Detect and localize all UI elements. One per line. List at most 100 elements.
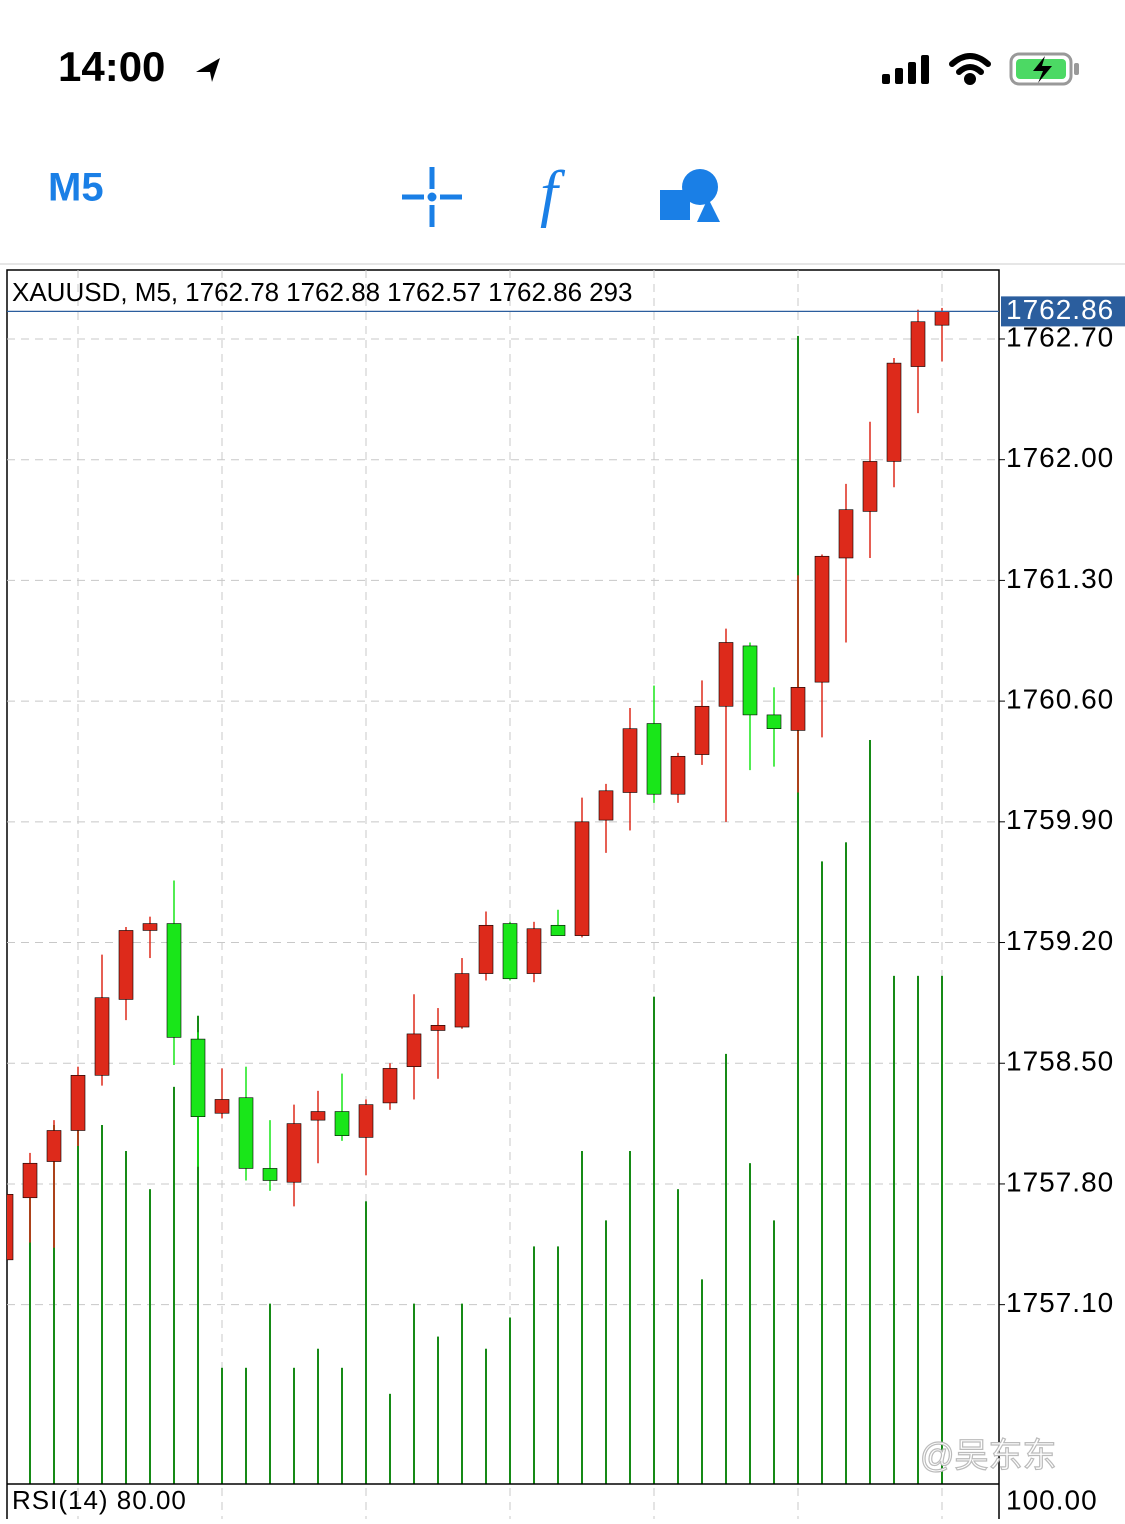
- volume-bar: [173, 1086, 175, 1484]
- volume-bar: [317, 1348, 319, 1484]
- volume-bar: [773, 1220, 775, 1484]
- indicators-button[interactable]: f: [540, 158, 566, 229]
- candle-body: [118, 930, 134, 1000]
- candle-body: [406, 1033, 422, 1067]
- candle-body: [214, 1099, 230, 1114]
- volume-bar: [437, 1336, 439, 1484]
- volume-bar: [677, 1189, 679, 1484]
- candle-body: [886, 362, 902, 462]
- volume-bar: [245, 1367, 247, 1484]
- volume-bar: [293, 1367, 295, 1484]
- candle-body: [622, 728, 638, 793]
- location-icon: [196, 58, 220, 82]
- chart-frame: [6, 269, 1000, 1524]
- volume-bar: [149, 1189, 151, 1484]
- candle-body: [262, 1168, 278, 1181]
- candle-body: [382, 1068, 398, 1104]
- candle-body: [598, 790, 614, 821]
- candle-body: [286, 1123, 302, 1183]
- crosshair-button[interactable]: [402, 167, 462, 227]
- wifi-icon: [949, 53, 991, 85]
- y-tick-label: 1762.00: [1006, 442, 1114, 473]
- volume-bar: [941, 975, 943, 1484]
- volume-bar: [749, 1163, 751, 1484]
- candle-body: [526, 928, 542, 974]
- volume-bar: [821, 861, 823, 1484]
- indicator-scale-label: 100.00: [1006, 1484, 1098, 1515]
- volume-bar: [365, 1201, 367, 1484]
- candle-body: [22, 1162, 38, 1199]
- volume-bar: [917, 975, 919, 1484]
- volume-bar: [629, 1151, 631, 1484]
- volume-bar: [269, 1303, 271, 1484]
- candle-body: [46, 1130, 62, 1162]
- volume-bar: [869, 739, 871, 1484]
- volume-bar: [725, 1053, 727, 1484]
- volume-bar: [341, 1367, 343, 1484]
- current-price-box: [1001, 296, 1125, 327]
- volume-bar: [533, 1246, 535, 1484]
- volume-bar: [101, 1125, 103, 1484]
- y-tick-label: 1757.10: [1006, 1287, 1114, 1318]
- header-volume: 293: [589, 277, 632, 307]
- candle-body: [862, 461, 878, 512]
- current-price-label: 1762.86: [1006, 294, 1114, 325]
- candle-body: [430, 1025, 446, 1031]
- volume-bar: [893, 975, 895, 1484]
- volume-bar: [53, 1125, 55, 1484]
- candle-body: [838, 509, 854, 559]
- candle-body: [910, 321, 926, 367]
- volume-bar: [125, 1151, 127, 1484]
- candle-body: [454, 973, 470, 1028]
- timeframe-button[interactable]: M5: [48, 166, 104, 210]
- volume-bar: [413, 1303, 415, 1484]
- candle-body: [766, 714, 782, 729]
- y-tick-label: 1758.50: [1006, 1046, 1114, 1077]
- status-time: 14:00: [58, 43, 165, 90]
- candle-body: [94, 997, 110, 1076]
- candle-body: [550, 924, 566, 936]
- volume-bar: [701, 1279, 703, 1484]
- y-tick-label: 1761.30: [1006, 563, 1114, 594]
- header-high: 1762.88: [286, 277, 380, 307]
- candle-body: [478, 924, 494, 974]
- candle-body: [790, 687, 806, 731]
- volume-bar: [461, 1303, 463, 1484]
- volume-bar: [605, 1220, 607, 1484]
- indicator-label: RSI(14) 80.00: [12, 1485, 187, 1515]
- signal-icon: [882, 55, 929, 84]
- volume-bar: [653, 996, 655, 1484]
- candle-body: [190, 1038, 206, 1117]
- y-tick-label: 1760.60: [1006, 683, 1114, 714]
- volume-bar: [29, 1170, 31, 1484]
- candle-body: [646, 723, 662, 795]
- battery-icon: [1009, 52, 1079, 86]
- header-close: 1762.86: [488, 277, 582, 307]
- candle-body: [334, 1111, 350, 1136]
- candle-body: [742, 645, 758, 716]
- candle-body: [694, 705, 710, 755]
- candle-body: [502, 923, 518, 980]
- volume-bar: [845, 842, 847, 1484]
- candle-body: [238, 1097, 254, 1169]
- objects-button[interactable]: [660, 169, 720, 222]
- candle-body: [310, 1111, 326, 1121]
- header-low: 1762.57: [387, 277, 481, 307]
- candle-body: [358, 1104, 374, 1138]
- y-tick-label: 1759.90: [1006, 804, 1114, 835]
- chart-header: XAUUSD, M5, 1762.78 1762.88 1762.57 1762.86 2…: [12, 277, 632, 307]
- candle-body: [7, 1193, 14, 1261]
- volume-bar: [557, 1246, 559, 1484]
- symbol: XAUUSD, M5,: [12, 277, 178, 307]
- volume-bar: [581, 1151, 583, 1484]
- candle-body: [70, 1075, 86, 1131]
- volume-bar: [77, 1111, 79, 1484]
- plot: [7, 270, 999, 1519]
- volume-bar: [485, 1348, 487, 1484]
- volume-bar: [221, 1367, 223, 1484]
- candle-body: [166, 923, 182, 1038]
- volume-bar: [797, 335, 799, 1485]
- volume-bar: [197, 1015, 199, 1484]
